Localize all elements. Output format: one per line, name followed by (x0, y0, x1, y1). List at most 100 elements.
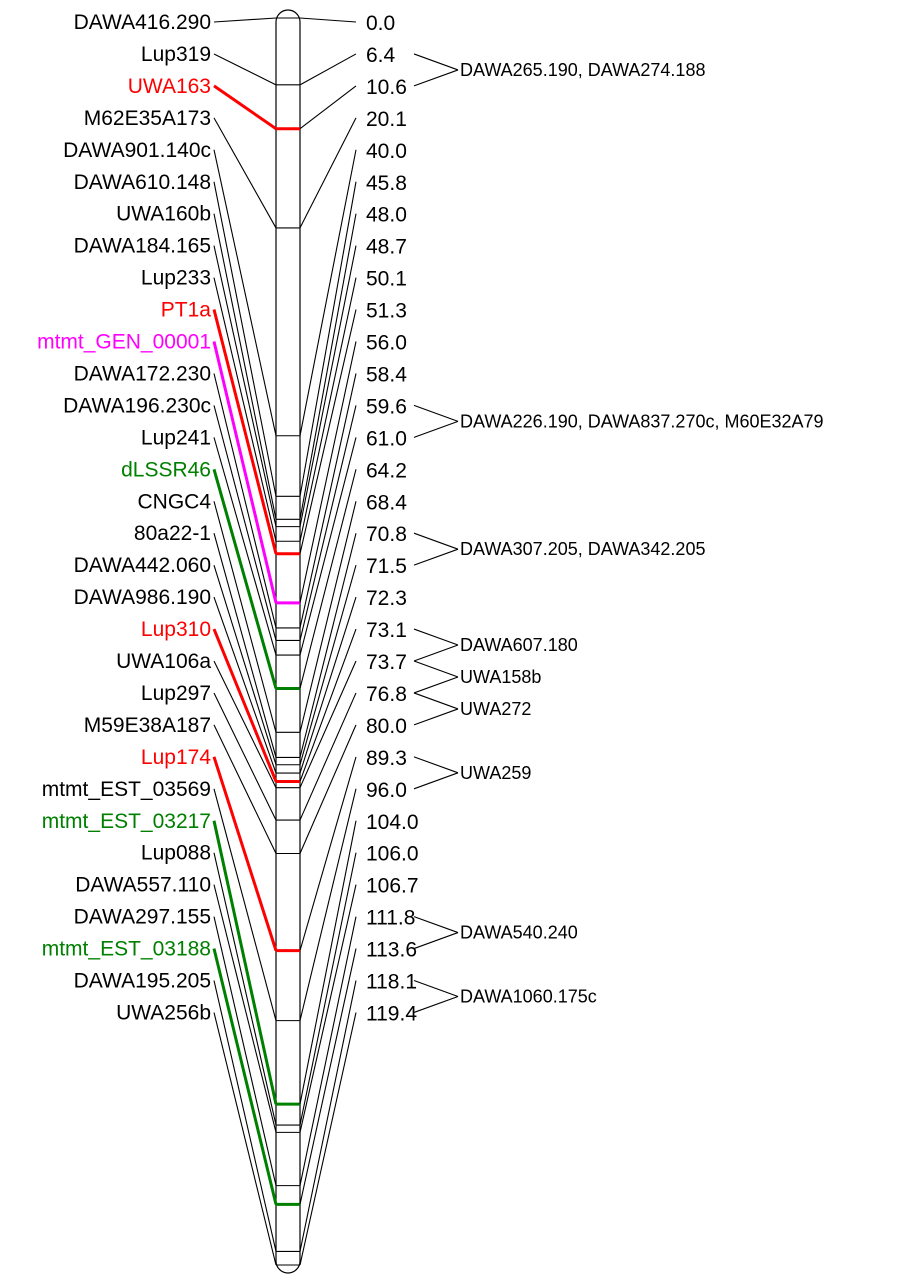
marker-connector-left (213, 788, 277, 1021)
marker-connector-right (299, 980, 357, 1252)
marker-name-label: DAWA986.190 (74, 586, 211, 609)
marker-name-label: Lup310 (141, 618, 211, 641)
marker-name-label: mtmt_EST_03188 (42, 938, 211, 961)
marker-position-label: 106.7 (366, 875, 419, 898)
marker-position-label: 6.4 (366, 44, 396, 67)
marker-connector-left (213, 373, 277, 629)
marker-connector-left (213, 852, 277, 1126)
marker-connector-right (299, 85, 357, 130)
marker-connector-left (213, 916, 277, 1186)
marker-connector-right (299, 756, 357, 951)
marker-connector-left (213, 405, 277, 641)
marker-position-label: 89.3 (366, 747, 407, 770)
marker-connector-left (213, 84, 277, 130)
marker-connector-left (213, 17, 277, 23)
marker-position-label: 20.1 (366, 108, 407, 131)
marker-name-label: M59E38A187 (84, 714, 211, 737)
marker-connector-left (212, 468, 278, 689)
marker-name-label: DAWA557.110 (75, 874, 211, 897)
marker-connector-right (299, 437, 357, 656)
marker-position-label: 104.0 (366, 811, 419, 834)
marker-connector-right (299, 181, 357, 497)
marker-connector-left (213, 564, 277, 765)
marker-connector-right (299, 788, 357, 1021)
marker-connector-right (299, 596, 357, 774)
marker-position-label: 61.0 (366, 427, 407, 450)
marker-connector-left (213, 724, 277, 854)
marker-connector-right (299, 469, 357, 689)
extra-marker-label: UWA158b (460, 667, 541, 687)
marker-connector-left (213, 117, 277, 229)
marker-connector-left (213, 501, 277, 733)
marker-connector-right (299, 852, 357, 1126)
marker-name-label: DAWA416.290 (74, 11, 211, 34)
extra-bracket-line (413, 404, 459, 422)
marker-connector-left (213, 692, 277, 821)
extra-bracket-line (413, 548, 459, 566)
marker-labels: DAWA416.290 0.0 Lup319 6.4 UWA163 10.6 M62E35A… (37, 11, 418, 1025)
marker-position-label: 113.6 (366, 939, 417, 962)
chromosome-bar (275, 9, 301, 1274)
marker-connector-right (299, 628, 357, 782)
marker-connector-left (213, 245, 277, 527)
extra-marker-group: DAWA265.190, DAWA274.188 DAWA226.190, DAW… (413, 53, 824, 1013)
marker-name-label: UWA106a (116, 650, 211, 673)
marker-connector-right (299, 884, 357, 1133)
extra-bracket-line (413, 772, 459, 790)
extra-marker-label: DAWA307.205, DAWA342.205 (460, 539, 705, 559)
marker-connector-left (213, 533, 277, 758)
marker-position-label: 48.0 (366, 204, 407, 227)
marker-connector-right (299, 245, 357, 527)
marker-connector-right (299, 501, 357, 733)
marker-name-label: Lup088 (141, 842, 211, 865)
marker-ticks (276, 17, 300, 1266)
marker-connector-right (299, 660, 357, 788)
marker-connector-left (213, 884, 277, 1133)
extra-bracket-line (413, 979, 459, 997)
extra-bracket-line (413, 995, 459, 1013)
extra-bracket-line (413, 916, 459, 934)
marker-position-label: 64.2 (366, 459, 407, 482)
marker-connector-left (213, 437, 277, 656)
marker-connector-right (299, 820, 357, 1105)
marker-position-label: 59.6 (366, 395, 407, 418)
marker-position-label: 68.4 (366, 491, 407, 514)
marker-connector-left (212, 309, 278, 555)
marker-connector-left (213, 596, 277, 774)
marker-connector-right (299, 309, 357, 554)
marker-position-label: 48.7 (366, 236, 407, 259)
marker-position-label: 58.4 (366, 363, 407, 386)
marker-connector-right (299, 1012, 357, 1266)
marker-connector-right (299, 213, 357, 520)
marker-name-label: PT1a (161, 299, 212, 322)
marker-name-label: DAWA610.148 (74, 171, 211, 194)
extra-bracket-line (413, 69, 459, 87)
marker-connector-right (299, 341, 357, 603)
extra-bracket-line (413, 420, 459, 438)
marker-position-label: 56.0 (366, 332, 407, 355)
marker-name-label: DAWA195.205 (74, 970, 211, 993)
marker-name-label: Lup241 (141, 426, 211, 449)
marker-position-label: 45.8 (366, 172, 407, 195)
extra-bracket-line (413, 660, 459, 678)
marker-name-label: UWA160b (116, 203, 211, 226)
marker-connector-right (299, 405, 357, 641)
marker-connector-left (212, 756, 278, 952)
marker-connector-left (213, 181, 277, 497)
marker-name-label: Lup297 (141, 682, 211, 705)
extra-bracket-line (413, 692, 459, 710)
marker-connector-right (299, 724, 357, 854)
marker-name-label: DAWA196.230c (63, 394, 211, 417)
marker-position-label: 76.8 (366, 683, 407, 706)
marker-connector-right (299, 17, 357, 23)
marker-name-label: DAWA442.060 (74, 554, 211, 577)
marker-position-label: 10.6 (366, 76, 407, 99)
marker-connector-right (299, 149, 357, 436)
marker-position-label: 72.3 (366, 587, 407, 610)
extra-bracket-line (413, 932, 459, 950)
marker-position-label: 71.5 (366, 555, 407, 578)
marker-position-label: 118.1 (366, 971, 417, 994)
extra-marker-label: DAWA226.190, DAWA837.270c, M60E32A79 (460, 411, 824, 431)
marker-position-label: 50.1 (366, 268, 407, 291)
marker-connector-right (299, 53, 357, 86)
